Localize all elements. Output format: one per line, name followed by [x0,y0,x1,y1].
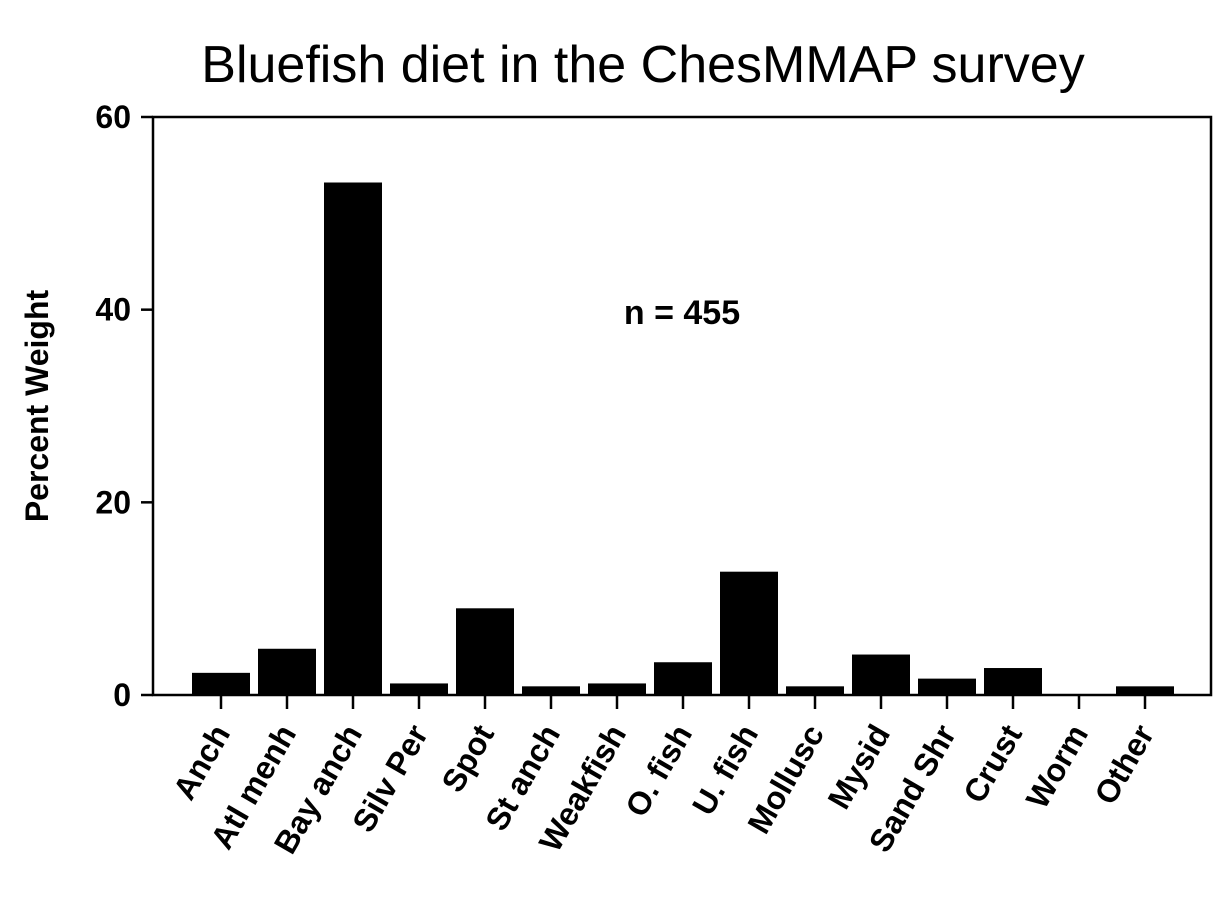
bar [258,648,316,695]
y-tick-label: 0 [113,677,131,713]
plot-area-frame [151,115,1213,697]
bar [390,683,448,695]
y-axis-label: Percent Weight [19,289,55,522]
bar [324,182,382,696]
bar [654,662,712,695]
x-tick-label: Worm [1019,719,1095,815]
x-tick-label: Spot [434,718,501,798]
y-tick-label: 20 [95,484,131,520]
bar [852,654,910,695]
bar [786,686,844,695]
bar [1116,686,1174,695]
x-tick-label: Anch [166,719,237,806]
sample-size-annotation: n = 455 [624,294,740,332]
bar [984,668,1042,695]
y-tick-label: 60 [95,99,131,135]
x-tick-label: Other [1087,719,1161,811]
x-tick-label: O. fish [618,719,699,823]
chart-title: Bluefish diet in the ChesMMAP survey [201,36,1084,94]
bar [720,571,778,695]
y-axis: 0 20 40 60 [95,99,153,713]
x-tick-label: Crust [956,718,1029,809]
bar [192,672,250,695]
bar [456,608,514,695]
bar [588,683,646,695]
bar [522,686,580,695]
bars-group [192,182,1174,696]
bar [918,678,976,695]
y-tick-label: 40 [95,292,131,328]
